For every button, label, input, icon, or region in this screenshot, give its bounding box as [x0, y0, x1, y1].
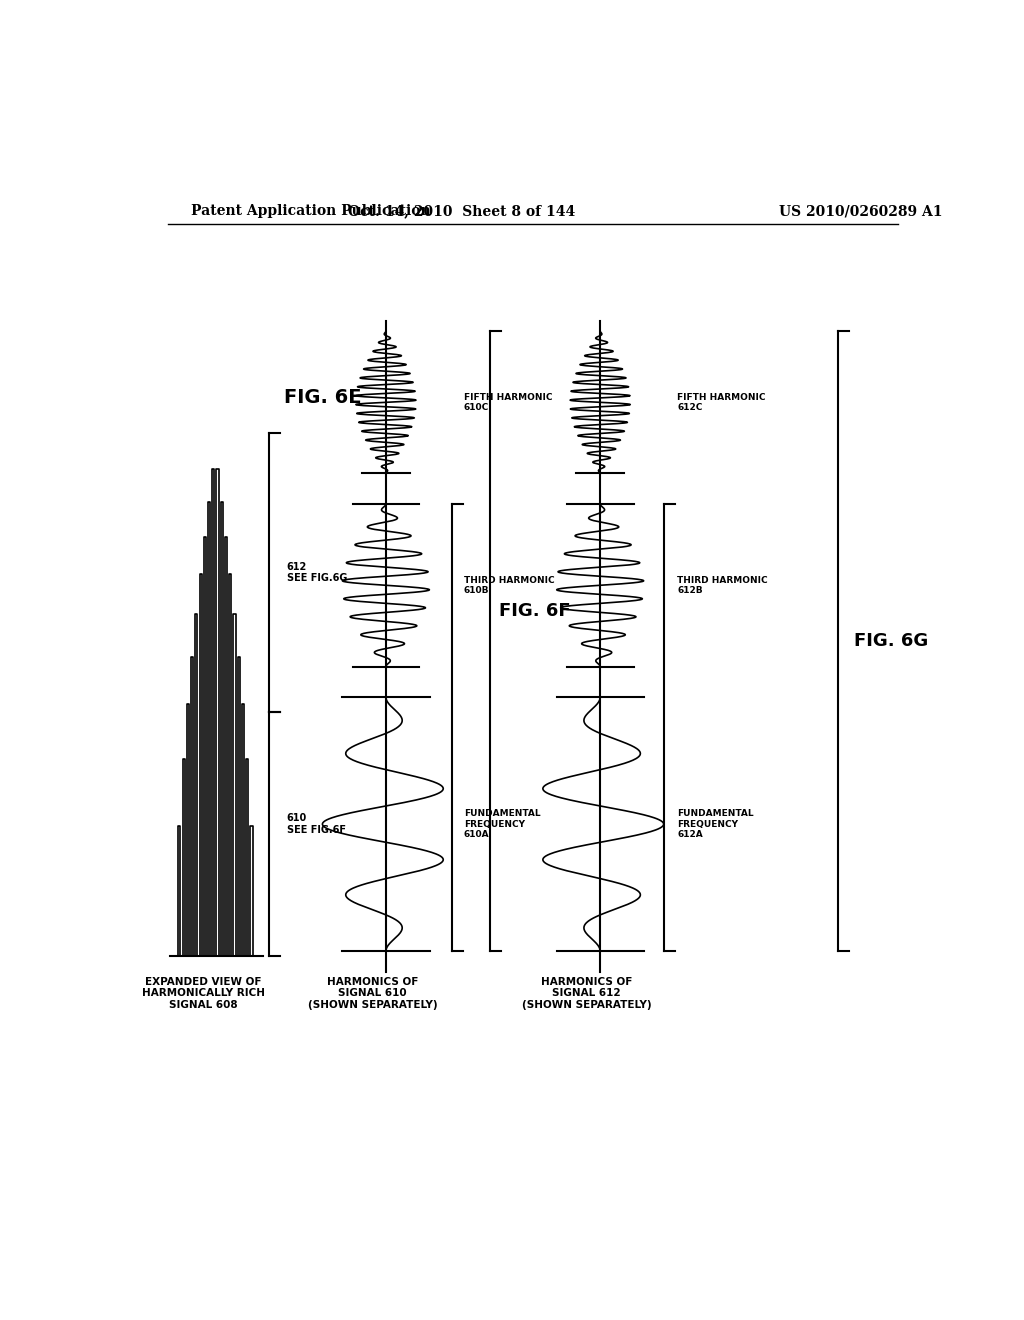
Text: Oct. 14, 2010  Sheet 8 of 144: Oct. 14, 2010 Sheet 8 of 144 — [348, 205, 574, 218]
Text: HARMONICS OF
SIGNAL 612
(SHOWN SEPARATELY): HARMONICS OF SIGNAL 612 (SHOWN SEPARATEL… — [522, 977, 651, 1010]
Text: FIG. 6F: FIG. 6F — [500, 602, 571, 619]
Text: 612
SEE FIG.6G: 612 SEE FIG.6G — [287, 562, 347, 583]
Text: EXPANDED VIEW OF
HARMONICALLY RICH
SIGNAL 608: EXPANDED VIEW OF HARMONICALLY RICH SIGNA… — [142, 977, 265, 1010]
Text: 610
SEE FIG.6F: 610 SEE FIG.6F — [287, 813, 346, 836]
Text: FIFTH HARMONIC
612C: FIFTH HARMONIC 612C — [677, 392, 766, 412]
Text: FUNDAMENTAL
FREQUENCY
612A: FUNDAMENTAL FREQUENCY 612A — [677, 809, 754, 840]
Text: US 2010/0260289 A1: US 2010/0260289 A1 — [778, 205, 942, 218]
Text: FIFTH HARMONIC
610C: FIFTH HARMONIC 610C — [464, 392, 552, 412]
Text: THIRD HARMONIC
610B: THIRD HARMONIC 610B — [464, 576, 554, 595]
Text: FIG. 6G: FIG. 6G — [854, 632, 929, 651]
Text: THIRD HARMONIC
612B: THIRD HARMONIC 612B — [677, 576, 768, 595]
Text: FIG. 6E: FIG. 6E — [284, 388, 361, 408]
Text: Patent Application Publication: Patent Application Publication — [191, 205, 431, 218]
Text: HARMONICS OF
SIGNAL 610
(SHOWN SEPARATELY): HARMONICS OF SIGNAL 610 (SHOWN SEPARATEL… — [307, 977, 437, 1010]
Text: FUNDAMENTAL
FREQUENCY
610A: FUNDAMENTAL FREQUENCY 610A — [464, 809, 541, 840]
